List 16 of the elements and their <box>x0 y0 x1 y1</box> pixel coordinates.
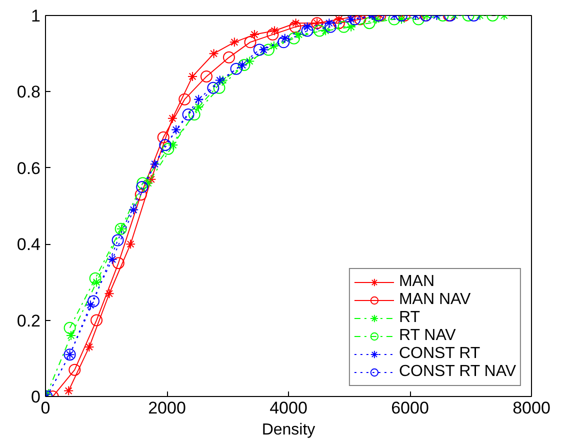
legend-label: MAN NAV <box>398 291 471 309</box>
x-tick-label: 8000 <box>512 398 550 418</box>
x-axis-title: Density <box>262 422 316 438</box>
legend-label: MAN <box>398 273 434 291</box>
legend-label: RT <box>398 309 420 327</box>
y-tick-label: 0.6 <box>16 158 41 178</box>
y-tick-label: 0.2 <box>16 311 41 330</box>
x-tick-label: 6000 <box>391 398 429 418</box>
x-tick-label: 2000 <box>148 398 186 418</box>
legend-label: CONST RT NAV <box>398 363 516 381</box>
legend-label: RT NAV <box>398 327 456 345</box>
y-tick-label: 1 <box>31 6 41 26</box>
legend-label: CONST RT <box>398 345 480 363</box>
y-tick-label: 0.4 <box>16 235 41 254</box>
y-tick-label: 0.8 <box>16 82 41 102</box>
x-tick-label: 4000 <box>270 398 308 418</box>
